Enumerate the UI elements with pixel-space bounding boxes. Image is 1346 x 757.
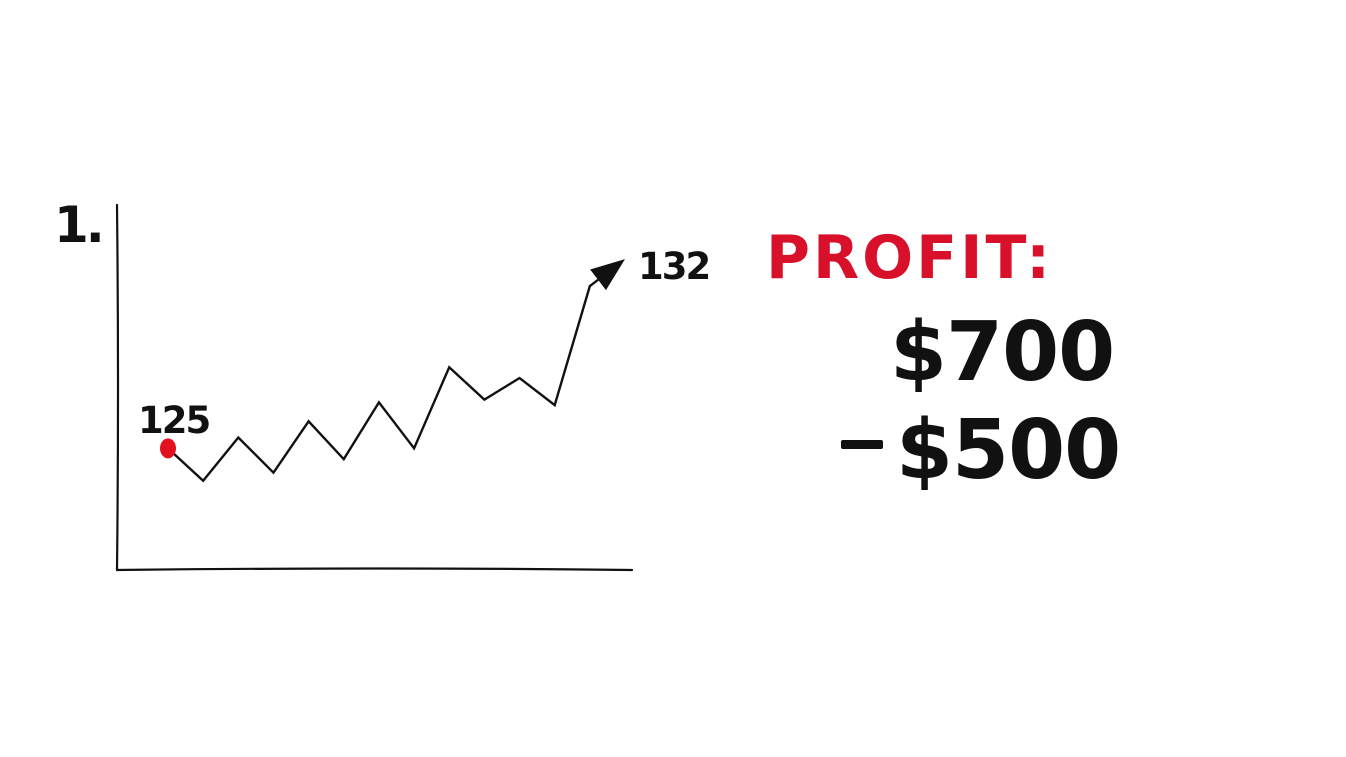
cost-amount: $500 <box>896 403 1121 498</box>
x-axis <box>115 567 634 572</box>
end-value-label: 132 <box>638 245 711 288</box>
start-point-marker <box>160 438 176 459</box>
y-axis <box>115 203 120 572</box>
minus-sign <box>841 440 883 449</box>
trend-arrowhead <box>590 259 625 291</box>
start-value-label: 125 <box>138 399 211 442</box>
step-number: 1. <box>54 196 105 254</box>
price-line <box>167 278 599 483</box>
profit-title: PROFIT: <box>766 223 1054 293</box>
revenue-amount: $700 <box>890 305 1115 400</box>
